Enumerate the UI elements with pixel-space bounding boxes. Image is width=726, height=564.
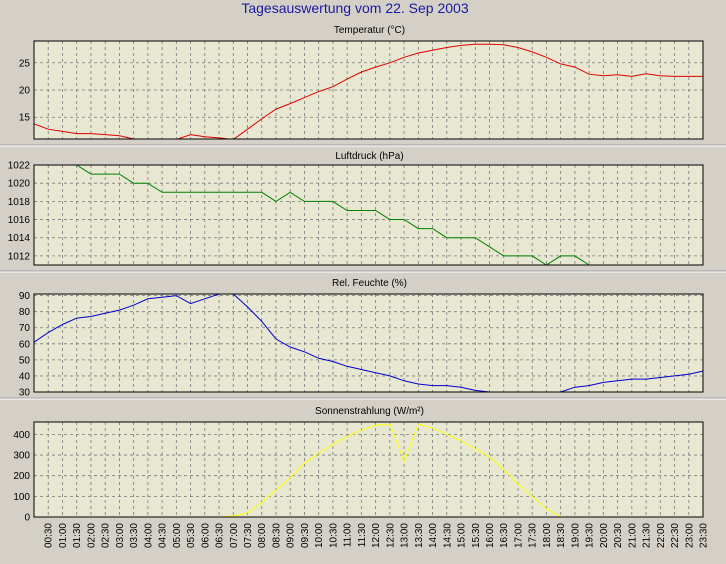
y-tick-label: 1012 [8, 251, 31, 262]
x-tick-label: 10:30 [328, 523, 339, 548]
plot-area-radiation [33, 421, 704, 518]
x-tick-label: 12:00 [371, 523, 382, 548]
x-tick-label: 16:00 [485, 523, 496, 548]
chart-panels: Temperatur (°C) 15 20 25 Luftdruck (hPa) 1012… [0, 25, 726, 524]
y-tick-label: 30 [19, 388, 31, 399]
x-tick-label: 08:00 [257, 523, 268, 548]
x-tick-label: 23:00 [684, 523, 695, 548]
plot-frame-radiation [33, 421, 704, 518]
x-tick-label: 08:30 [272, 523, 283, 548]
time-axis: 00:30 01:00 01:30 02:00 02:30 03:00 03:30 04:00… [44, 523, 710, 548]
y-tick-label: 80 [19, 307, 31, 318]
x-tick-label: 03:00 [115, 523, 126, 548]
x-tick-label: 20:30 [613, 523, 624, 548]
y-tick-label: 20 [19, 86, 31, 97]
x-tick-label: 01:30 [72, 523, 83, 548]
x-tick-label: 20:00 [599, 523, 610, 548]
series-line-humidity [34, 294, 703, 392]
x-tick-label: 11:30 [357, 523, 368, 548]
x-tick-label: 12:30 [385, 523, 396, 548]
x-tick-label: 07:30 [243, 523, 254, 548]
x-tick-label: 14:30 [442, 523, 453, 548]
panel-title-pressure: Luftdruck (hPa) [335, 151, 403, 162]
x-tick-label: 23:30 [699, 523, 710, 548]
x-tick-label: 21:30 [642, 523, 653, 548]
y-tick-label: 90 [19, 291, 31, 302]
series-line-temperature [34, 43, 703, 139]
y-tick-label: 400 [13, 430, 30, 441]
chart-panel-pressure: Luftdruck (hPa) 1012 1014 1016 1018 1020 1022 [8, 151, 704, 266]
y-tick-label: 300 [13, 451, 30, 462]
plot-area-pressure [33, 164, 704, 266]
chart-panel-radiation: Sonnenstrahlung (W/m²) 0 100 200 300 400 [13, 406, 704, 524]
y-tick-label: 40 [19, 371, 31, 382]
x-tick-label: 17:00 [514, 523, 525, 548]
series-line-radiation [218, 423, 561, 517]
x-tick-label: 15:30 [471, 523, 482, 548]
x-tick-label: 04:00 [143, 523, 154, 548]
x-tick-label: 22:30 [670, 523, 681, 548]
x-tick-label: 02:00 [86, 523, 97, 548]
y-tick-label: 0 [24, 513, 30, 524]
plot-area-temperature [33, 40, 704, 140]
y-tick-label: 50 [19, 355, 31, 366]
x-tick-label: 13:30 [414, 523, 425, 548]
x-tick-label: 14:00 [428, 523, 439, 548]
x-tick-label: 19:30 [585, 523, 596, 548]
y-tick-label: 25 [19, 58, 31, 69]
x-tick-label: 00:30 [44, 523, 55, 548]
y-tick-label: 70 [19, 323, 31, 334]
plot-frame-temperature [33, 40, 704, 140]
x-tick-label: 02:30 [101, 523, 112, 548]
x-tick-label: 18:00 [542, 523, 553, 548]
x-tick-label: 11:00 [343, 523, 354, 548]
x-tick-label: 06:00 [200, 523, 211, 548]
panel-title-radiation: Sonnenstrahlung (W/m²) [315, 406, 424, 417]
x-tick-label: 05:00 [172, 523, 183, 548]
y-tick-label: 1018 [8, 197, 31, 208]
page-title: Tagesauswertung vom 22. Sep 2003 [241, 0, 468, 16]
x-tick-label: 22:00 [656, 523, 667, 548]
series-line-pressure [61, 165, 590, 265]
y-tick-label: 1014 [8, 233, 31, 244]
y-tick-label: 100 [13, 492, 30, 503]
x-tick-label: 17:30 [528, 523, 539, 548]
plot-frame-pressure [33, 164, 704, 266]
x-tick-label: 09:30 [300, 523, 311, 548]
chart-panel-humidity: Rel. Feuchte (%) 30 40 50 60 70 80 90 [19, 278, 704, 399]
plot-area-humidity [33, 293, 704, 393]
x-tick-label: 04:30 [158, 523, 169, 548]
y-tick-label: 1022 [8, 161, 31, 172]
x-tick-label: 03:30 [129, 523, 140, 548]
x-tick-label: 16:30 [499, 523, 510, 548]
y-tick-label: 60 [19, 339, 31, 350]
x-tick-label: 19:00 [570, 523, 581, 548]
plot-frame-humidity [33, 293, 704, 393]
x-tick-label: 21:00 [627, 523, 638, 548]
x-tick-label: 07:00 [229, 523, 240, 548]
y-tick-label: 200 [13, 471, 30, 482]
y-tick-label: 15 [19, 113, 31, 124]
x-tick-label: 06:30 [215, 523, 226, 548]
x-tick-label: 18:30 [556, 523, 567, 548]
x-tick-label: 13:00 [400, 523, 411, 548]
x-tick-label: 01:00 [58, 523, 69, 548]
y-tick-label: 1016 [8, 215, 31, 226]
chart-panel-temperature: Temperatur (°C) 15 20 25 [19, 25, 704, 140]
panel-title-temperature: Temperatur (°C) [334, 25, 405, 36]
x-tick-label: 09:00 [286, 523, 297, 548]
x-tick-label: 05:30 [186, 523, 197, 548]
x-tick-label: 15:00 [457, 523, 468, 548]
x-tick-label: 10:00 [314, 523, 325, 548]
panel-title-humidity: Rel. Feuchte (%) [332, 278, 407, 289]
y-tick-label: 1020 [8, 179, 31, 190]
